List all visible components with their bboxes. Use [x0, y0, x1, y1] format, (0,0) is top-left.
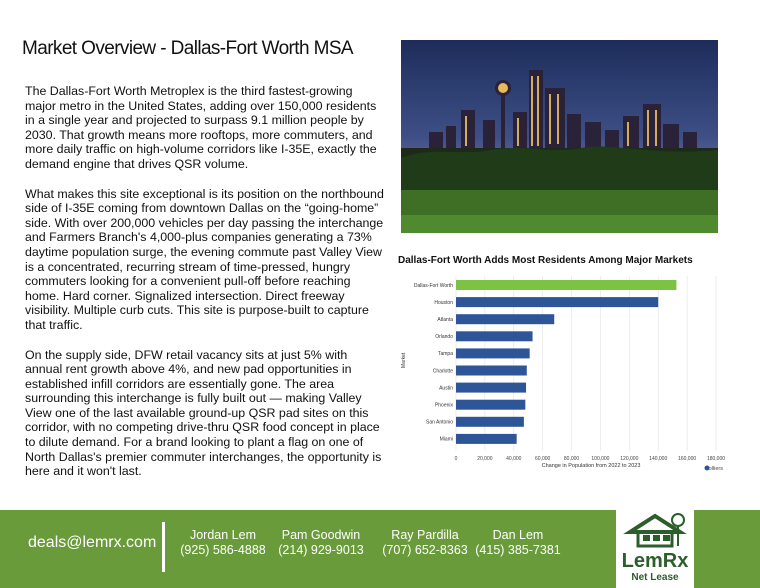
chart-title: Dallas-Fort Worth Adds Most Residents Am…: [398, 255, 693, 266]
category-label: Houston: [434, 300, 453, 306]
contact-name: Pam Goodwin: [281, 528, 361, 542]
x-tick-label: 80,000: [564, 456, 580, 462]
contact-phone[interactable]: (214) 929-9013: [278, 543, 364, 557]
bar: [456, 416, 524, 427]
chart-y-axis-label: Market: [401, 352, 407, 368]
population-chart: Dallas-Fort Worth Adds Most Residents Am…: [396, 250, 742, 476]
bar: [456, 331, 533, 342]
x-tick-label: 0: [455, 456, 458, 462]
bar: [456, 314, 555, 325]
x-tick-label: 180,000: [707, 456, 725, 462]
contact-name: Jordan Lem: [189, 528, 256, 542]
category-label: Orlando: [435, 334, 453, 340]
category-label: San Antonio: [426, 420, 453, 426]
paragraph-site: What makes this site exceptional is its …: [25, 186, 384, 332]
house-icon: [623, 513, 687, 548]
category-label: Atlanta: [437, 317, 453, 323]
bar: [456, 433, 517, 444]
skyline-illustration: [401, 40, 718, 233]
contact-phone[interactable]: (415) 385-7381: [475, 543, 561, 557]
category-label: Charlotte: [433, 368, 454, 374]
contact-jordan: Jordan Lem (925) 586-4888: [178, 528, 268, 558]
contact-name: Ray Pardilla: [391, 528, 459, 542]
lemrx-logo: LemRx Net Lease: [616, 510, 694, 588]
dallas-skyline-photo: [401, 40, 718, 233]
paragraph-supply: On the supply side, DFW retail vacancy s…: [25, 347, 382, 479]
category-label: Dallas-Fort Worth: [414, 283, 453, 289]
x-tick-label: 160,000: [678, 456, 696, 462]
contact-name: Dan Lem: [492, 528, 544, 542]
contact-phone[interactable]: (925) 586-4888: [180, 543, 266, 557]
category-label: Miami: [440, 437, 453, 443]
x-tick-label: 120,000: [620, 456, 638, 462]
contact-pam: Pam Goodwin (214) 929-9013: [275, 528, 367, 558]
x-tick-label: 40,000: [506, 456, 522, 462]
bar: [456, 280, 677, 290]
contact-email[interactable]: deals@lemrx.com: [28, 534, 157, 551]
bar: [456, 297, 659, 308]
bar: [456, 382, 527, 393]
bar: [456, 365, 527, 376]
contact-ray: Ray Pardilla (707) 652-8363: [380, 528, 470, 558]
category-label: Tampa: [438, 351, 453, 357]
market-description: The Dallas-Fort Worth Metroplex is the t…: [25, 84, 385, 494]
x-tick-label: 100,000: [591, 456, 609, 462]
x-tick-label: 60,000: [535, 456, 551, 462]
footer-divider: [162, 522, 165, 572]
contact-dan: Dan Lem (415) 385-7381: [472, 528, 564, 558]
paragraph-growth: The Dallas-Fort Worth Metroplex is the t…: [25, 84, 377, 171]
chart-source-label: Colliers: [705, 466, 724, 472]
contact-phone[interactable]: (707) 652-8363: [382, 543, 468, 557]
category-label: Phoenix: [435, 403, 454, 409]
bar: [456, 348, 530, 359]
page-title: Market Overview - Dallas-Fort Worth MSA: [22, 38, 354, 59]
source-logo-icon: [704, 465, 710, 471]
logo-tagline: Net Lease: [631, 572, 679, 583]
category-label: Austin: [439, 385, 453, 391]
x-tick-label: 20,000: [477, 456, 493, 462]
chart-x-axis-label: Change in Population from 2022 to 2023: [542, 463, 641, 469]
x-tick-label: 140,000: [649, 456, 667, 462]
bar: [456, 399, 526, 410]
logo-wordmark: LemRx: [621, 550, 689, 572]
bar-chart: Dallas-Fort Worth Adds Most Residents Am…: [398, 255, 725, 472]
